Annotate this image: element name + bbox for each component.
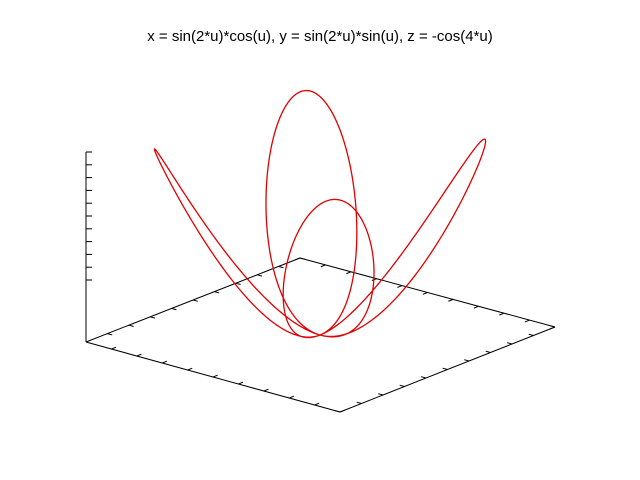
y-tick-mirror bbox=[421, 376, 427, 379]
x-tick-mirror bbox=[473, 305, 479, 309]
y-tick bbox=[107, 333, 113, 336]
y-tick bbox=[150, 316, 156, 319]
x-tick bbox=[289, 395, 295, 399]
x-tick-mirror bbox=[499, 312, 505, 316]
x-tick-mirror bbox=[320, 264, 326, 268]
y-tick-mirror bbox=[356, 401, 362, 404]
chart-title: x = sin(2*u)*cos(u), y = sin(2*u)*sin(u)… bbox=[147, 28, 493, 45]
curve bbox=[153, 89, 487, 339]
y-tick bbox=[128, 324, 134, 328]
y-tick-mirror bbox=[464, 359, 470, 362]
y-tick-mirror bbox=[378, 393, 384, 396]
x-tick-mirror bbox=[422, 292, 428, 295]
x-tick-mirror bbox=[448, 298, 454, 302]
x-tick bbox=[136, 353, 142, 357]
x-tick bbox=[314, 402, 320, 406]
x-tick-mirror bbox=[346, 271, 352, 275]
x-tick bbox=[339, 409, 345, 413]
x-tick-mirror bbox=[295, 257, 301, 261]
x-tick bbox=[187, 367, 193, 371]
y-tick-mirror bbox=[335, 410, 341, 413]
y-tick-mirror bbox=[485, 350, 491, 353]
x-tick bbox=[162, 360, 168, 364]
x-tick bbox=[263, 388, 269, 392]
y-tick bbox=[235, 282, 241, 286]
y-tick bbox=[278, 265, 284, 269]
x-tick bbox=[238, 381, 244, 385]
x-tick-mirror bbox=[397, 285, 403, 288]
x-tick bbox=[111, 346, 117, 350]
y-tick-mirror bbox=[442, 367, 448, 370]
y-tick bbox=[214, 291, 220, 294]
x-tick bbox=[212, 374, 218, 378]
y-tick-mirror bbox=[507, 342, 513, 345]
y-tick bbox=[171, 307, 177, 311]
y-tick-mirror bbox=[550, 325, 556, 328]
y-tick bbox=[192, 299, 198, 302]
series-line bbox=[153, 89, 487, 339]
x-tick-mirror bbox=[524, 319, 530, 323]
y-tick bbox=[257, 274, 263, 277]
y-tick bbox=[299, 257, 305, 260]
y-tick-mirror bbox=[399, 384, 405, 387]
y-tick-mirror bbox=[528, 333, 534, 336]
axes bbox=[85, 151, 556, 413]
